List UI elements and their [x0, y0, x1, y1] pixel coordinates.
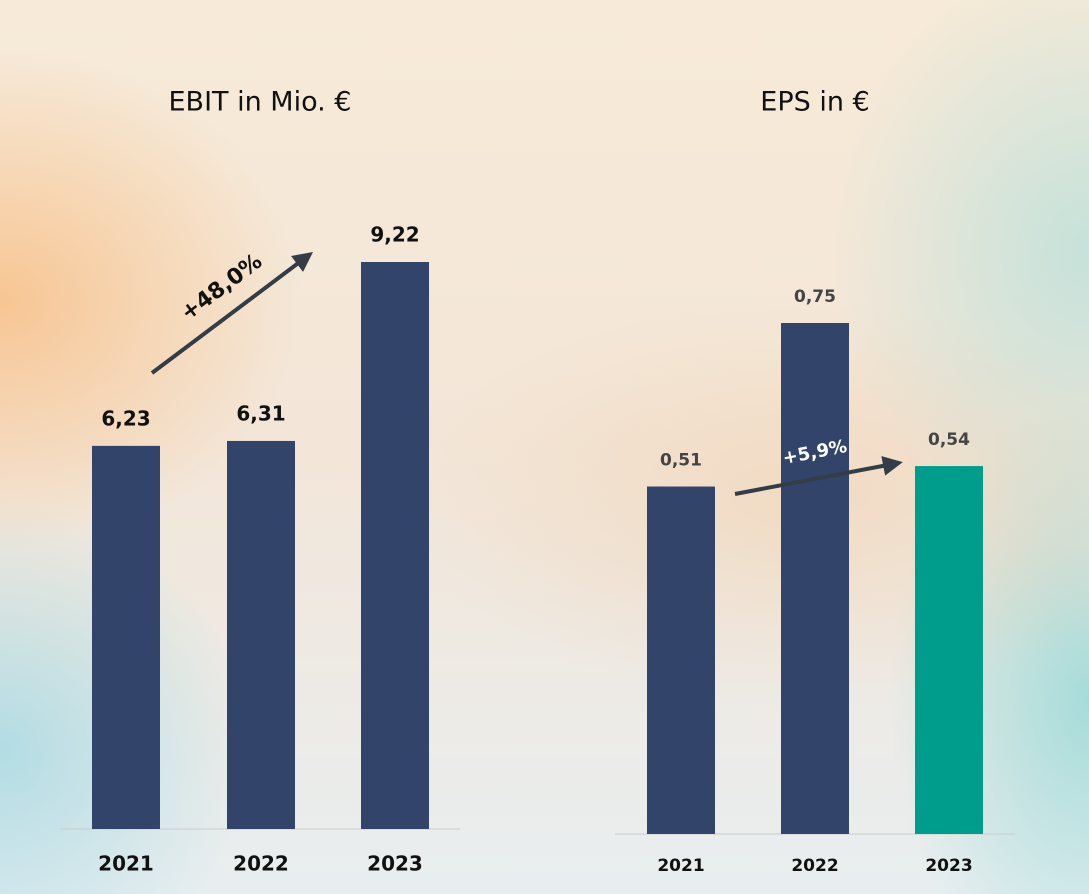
bar: [647, 487, 715, 834]
x-tick-label: 2021: [657, 856, 704, 876]
bar: [227, 441, 295, 829]
value-label: 6,23: [101, 406, 150, 430]
x-tick-label: 2022: [791, 856, 838, 876]
chart-title: EPS in €: [760, 87, 869, 118]
value-label: 0,75: [794, 287, 836, 307]
value-label: 9,22: [370, 223, 419, 247]
value-label: 0,51: [660, 451, 702, 471]
value-label: 0,54: [928, 430, 970, 450]
x-tick-label: 2022: [233, 852, 289, 876]
value-label: 6,31: [236, 401, 285, 425]
chart-title: EBIT in Mio. €: [168, 87, 351, 118]
bar: [915, 466, 983, 834]
charts: EBIT in Mio. € 6,23 2021 6,31 2022 9,22 2023 +4…: [0, 0, 1089, 894]
growth-annotation: +48,0%: [176, 249, 267, 326]
bar: [781, 323, 849, 834]
x-tick-label: 2023: [925, 856, 972, 876]
bar: [361, 262, 429, 829]
x-tick-label: 2021: [98, 852, 154, 876]
bar: [92, 446, 160, 829]
x-tick-label: 2023: [367, 852, 423, 876]
